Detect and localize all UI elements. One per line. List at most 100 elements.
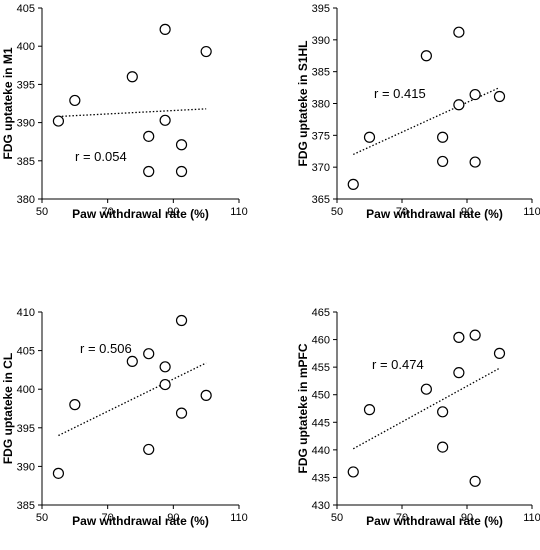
y-tick-label: 410 (17, 307, 35, 319)
y-tick-label: 465 (312, 307, 330, 319)
y-tick-label: 405 (17, 346, 35, 358)
y-axis-label: FDG uptateke in CL (1, 353, 15, 464)
correlation-label: r = 0.474 (372, 357, 424, 372)
data-point (437, 406, 449, 418)
data-point (453, 26, 465, 38)
y-axis-label: FDG uptateke in S1HL (296, 40, 310, 166)
data-point (347, 466, 359, 478)
y-tick-label: 390 (312, 35, 330, 47)
y-tick-label: 365 (312, 194, 330, 206)
y-tick-label: 375 (312, 130, 330, 142)
x-tick-label: 110 (523, 512, 540, 524)
y-tick-label: 380 (17, 194, 35, 206)
x-axis-label: Paw withdrawal rate (%) (366, 207, 503, 221)
data-point (69, 399, 81, 411)
data-point (420, 383, 432, 395)
panel-s1hl: 50 70 90 110 365 370 375 380 385 390 395 Paw withdr… (296, 3, 540, 221)
x-tick-label: 90 (167, 206, 179, 218)
x-tick-label: 70 (102, 512, 114, 524)
data-point (52, 115, 65, 127)
panel-cl: 50 70 90 110 385 390 395 400 405 410 Paw withdrawa… (1, 307, 248, 528)
y-tick-label: 435 (312, 472, 330, 484)
x-tick-label: 70 (102, 206, 114, 218)
y-tick-label: 395 (17, 79, 35, 91)
y-tick-label: 455 (312, 362, 330, 374)
y-tick-label: 405 (17, 3, 35, 15)
y-tick-label: 430 (312, 500, 330, 512)
data-point (175, 314, 188, 327)
data-point (437, 131, 449, 143)
data-point (175, 165, 188, 178)
data-point (143, 348, 155, 360)
y-tick-label: 400 (17, 41, 35, 53)
correlation-label: r = 0.415 (374, 86, 426, 101)
data-point (453, 367, 465, 379)
data-point (363, 404, 376, 416)
y-tick-label: 445 (312, 417, 330, 429)
x-axis-label: Paw withdrawal rate (%) (72, 514, 209, 528)
data-point (200, 45, 212, 58)
y-tick-label: 440 (312, 445, 330, 457)
data-point (347, 178, 359, 190)
y-tick-label: 390 (17, 118, 35, 130)
data-point (437, 155, 449, 168)
y-tick-label: 395 (312, 3, 330, 15)
panel-mpfc: 50 70 90 110 430 435 440 445 450 455 460 465 Paw wit… (296, 307, 540, 528)
y-tick-label: 460 (312, 335, 330, 347)
data-point (469, 329, 481, 341)
panel-m1: 50 70 90 110 380 385 390 395 400 405 Paw withdrawa… (1, 3, 248, 221)
x-tick-label: 50 (331, 512, 343, 524)
data-point (420, 50, 432, 62)
x-tick-label: 50 (36, 206, 48, 218)
data-point (493, 347, 506, 359)
y-axis-label: FDG uptateke in M1 (1, 47, 15, 159)
data-point (469, 475, 481, 487)
trend-line (58, 108, 207, 118)
correlation-label: r = 0.506 (80, 341, 132, 356)
correlation-label: r = 0.054 (75, 149, 127, 164)
data-point (437, 441, 449, 453)
x-tick-label: 90 (167, 512, 179, 524)
x-tick-label: 50 (331, 206, 343, 218)
trend-line (58, 362, 207, 437)
x-tick-label: 70 (396, 512, 408, 524)
x-tick-label: 70 (396, 206, 408, 218)
data-point (200, 389, 212, 401)
data-point (143, 165, 155, 178)
y-tick-label: 395 (17, 423, 35, 435)
y-tick-label: 400 (17, 384, 35, 396)
x-tick-label: 90 (461, 512, 473, 524)
data-point (143, 130, 155, 142)
data-point (175, 139, 188, 151)
data-point (126, 355, 138, 368)
data-point (363, 131, 376, 143)
data-point (143, 443, 155, 456)
data-point (159, 23, 171, 35)
data-point (159, 361, 171, 373)
data-point (175, 407, 188, 419)
y-tick-label: 450 (312, 390, 330, 402)
y-tick-label: 385 (17, 500, 35, 512)
data-point (126, 71, 138, 83)
data-point (69, 94, 81, 107)
y-tick-label: 370 (312, 162, 330, 174)
data-point (493, 90, 506, 103)
trend-line (352, 367, 500, 450)
data-point (52, 467, 65, 479)
data-point (453, 331, 465, 343)
data-point (159, 378, 171, 391)
x-axis-label: Paw withdrawal rate (%) (366, 514, 503, 528)
y-tick-label: 385 (312, 67, 330, 79)
x-tick-label: 90 (461, 206, 473, 218)
x-tick-label: 110 (230, 206, 248, 218)
data-point (159, 114, 171, 126)
x-tick-label: 110 (230, 512, 248, 524)
x-tick-label: 50 (36, 512, 48, 524)
y-tick-label: 380 (312, 99, 330, 111)
y-axis-label: FDG uptateke in mPFC (296, 343, 310, 473)
y-tick-label: 385 (17, 156, 35, 168)
y-tick-label: 390 (17, 461, 35, 473)
data-point (469, 156, 481, 168)
x-axis-label: Paw withdrawal rate (%) (72, 207, 209, 221)
